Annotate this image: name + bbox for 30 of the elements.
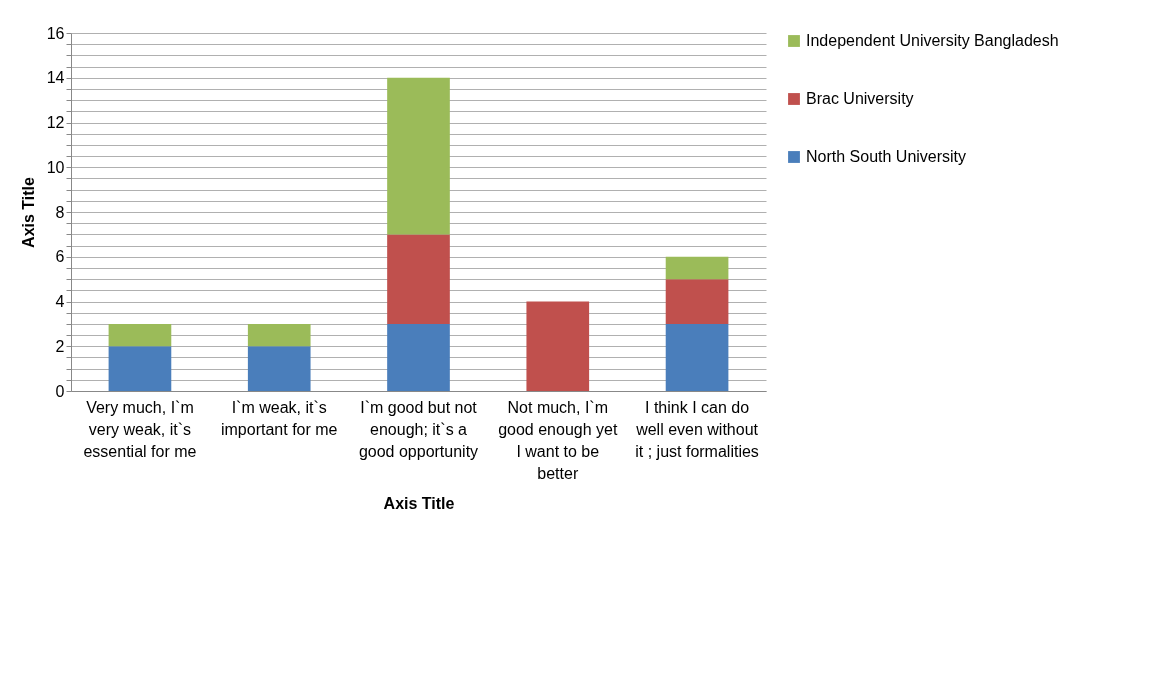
x-tick-label: I think I can do well even without it ; just formalities: [635, 398, 759, 460]
bar: [108, 346, 172, 391]
bar: [108, 323, 172, 347]
x-tick-label: I`m weak, it`s important for me: [220, 398, 338, 438]
y-axis-title: Axis Title: [19, 176, 37, 248]
y-tick-label: 2: [55, 337, 65, 355]
x-tick-label: Very much, I`m very weak, it`s essential for me: [83, 398, 197, 460]
bar: [665, 279, 729, 324]
y-tick-label: 14: [46, 69, 65, 87]
bar: [665, 256, 729, 280]
bar: [387, 323, 450, 391]
x-tick-label: I`m good but not enough; it`s a good opportunity: [358, 398, 479, 460]
x-tick-label: Not much, I`m good enough yet I want to be better: [498, 398, 618, 482]
bar: [387, 234, 450, 324]
bar: [665, 323, 729, 391]
legend-label: Independent University Bangladesh: [806, 32, 1059, 49]
x-axis-title: Axis Title: [383, 494, 455, 512]
bar: [526, 301, 590, 391]
y-tick-label: 0: [55, 382, 65, 400]
bar: [247, 346, 311, 391]
legend-label: Brac University: [806, 90, 914, 107]
bar: [247, 323, 311, 347]
legend-label: North South University: [806, 148, 967, 165]
y-tick-label: 10: [46, 158, 65, 176]
y-tick-label: 8: [55, 203, 65, 221]
y-tick-label: 6: [55, 248, 65, 266]
bar: [387, 77, 450, 235]
y-tick-label: 12: [46, 114, 65, 131]
y-tick-label: 4: [55, 293, 65, 310]
y-tick-label: 16: [46, 24, 65, 42]
